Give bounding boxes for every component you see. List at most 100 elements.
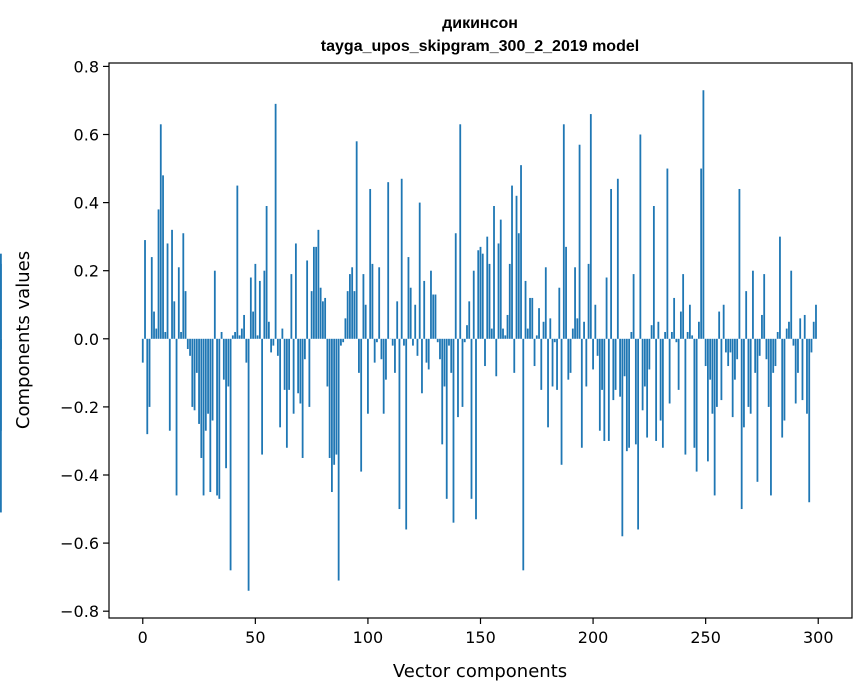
bar [788, 322, 790, 339]
bar [430, 271, 432, 339]
bar [529, 298, 531, 339]
y-tick-label: 0.6 [74, 126, 99, 145]
bar [775, 339, 777, 366]
bar [534, 339, 536, 366]
bar [484, 339, 486, 366]
x-tick-label: 150 [465, 628, 496, 647]
bar [626, 339, 628, 451]
bar [543, 322, 545, 339]
bar [342, 339, 344, 342]
bar [565, 247, 567, 339]
bar [552, 339, 554, 387]
bar [502, 329, 504, 339]
bar [480, 247, 482, 339]
bar [173, 301, 175, 338]
bar [412, 339, 414, 346]
bar [349, 274, 351, 339]
bar [651, 325, 653, 339]
bar [558, 288, 560, 339]
bar [730, 339, 732, 353]
bar [446, 339, 448, 499]
bar [597, 339, 599, 356]
bar [268, 322, 270, 339]
x-tick-label: 300 [803, 628, 834, 647]
bar [263, 271, 265, 339]
bar [540, 339, 542, 390]
bar [367, 339, 369, 414]
bar [687, 332, 689, 339]
bar [327, 339, 329, 387]
bar [567, 339, 569, 380]
bar [660, 339, 662, 421]
bar [700, 169, 702, 339]
bar [200, 339, 202, 458]
bar [196, 339, 198, 373]
bar [464, 339, 466, 342]
bar [491, 329, 493, 339]
bar [802, 339, 804, 400]
bar [590, 114, 592, 339]
bar [457, 339, 459, 417]
bar [191, 339, 193, 407]
bar [786, 329, 788, 339]
bar [281, 329, 283, 339]
bar [405, 339, 407, 530]
bar [241, 329, 243, 339]
bar [736, 339, 738, 359]
bar [498, 243, 500, 338]
bar [707, 339, 709, 462]
bar [394, 339, 396, 373]
bar [297, 339, 299, 393]
bar [419, 203, 421, 339]
bar [716, 339, 718, 407]
bar [401, 179, 403, 339]
bar [333, 339, 335, 465]
bar [666, 169, 668, 339]
bar [721, 339, 723, 400]
bar [151, 257, 153, 339]
bar [308, 339, 310, 407]
bar [230, 339, 232, 571]
bar [218, 339, 220, 499]
bar [772, 339, 774, 373]
bar [432, 295, 434, 339]
bar [399, 339, 401, 509]
bar [435, 295, 437, 339]
bar [378, 267, 380, 339]
y-tick-label: −0.2 [60, 398, 99, 417]
bar [306, 260, 308, 338]
bar [295, 243, 297, 338]
bar [320, 288, 322, 339]
bar [171, 230, 173, 339]
bar [671, 332, 673, 339]
bar [354, 291, 356, 339]
bar [245, 339, 247, 363]
bar [299, 339, 301, 404]
bar [579, 145, 581, 339]
bar [509, 264, 511, 339]
bar [633, 274, 635, 339]
bar [178, 267, 180, 339]
bar [696, 339, 698, 472]
bar [338, 339, 340, 581]
bar [766, 339, 768, 359]
bar [0, 339, 2, 431]
y-tick-label: 0.8 [74, 57, 99, 76]
bar [511, 186, 513, 339]
bar [158, 209, 160, 338]
bar [714, 339, 716, 496]
bar [167, 243, 169, 338]
bar [259, 281, 261, 339]
bar [781, 339, 783, 438]
bar [164, 332, 166, 339]
bar [628, 339, 630, 448]
bar [187, 339, 189, 349]
bar [149, 339, 151, 407]
bar [160, 124, 162, 339]
bar [698, 322, 700, 339]
bar [799, 318, 801, 338]
bar [621, 339, 623, 536]
bar [198, 339, 200, 424]
y-tick-label: −0.6 [60, 534, 99, 553]
